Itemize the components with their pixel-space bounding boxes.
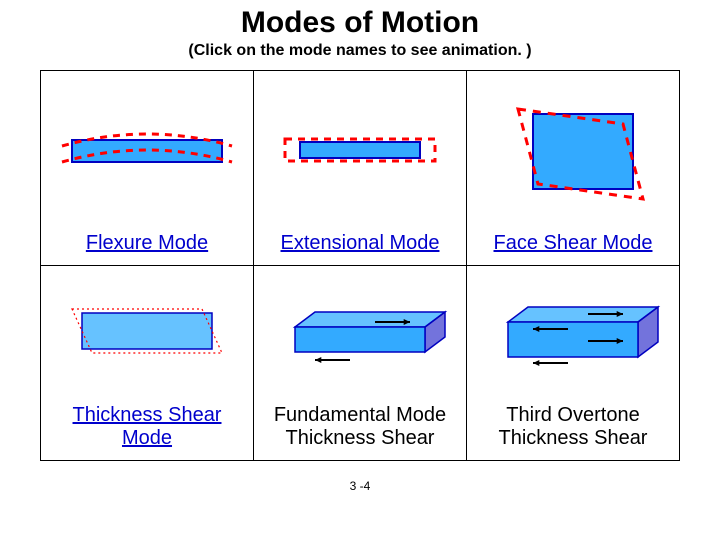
modes-grid: Flexure Mode Extensional Mode Face Shear… xyxy=(40,70,680,461)
diagram-face-shear xyxy=(467,71,679,226)
diagram-flexure xyxy=(41,71,253,226)
mode-label-fundamental: Fundamental ModeThickness Shear xyxy=(254,398,466,460)
diagram-extensional xyxy=(254,71,466,226)
mode-link-face-shear[interactable]: Face Shear Mode xyxy=(467,226,679,265)
diagram-third-overtone xyxy=(467,266,679,398)
mode-link-extensional[interactable]: Extensional Mode xyxy=(254,226,466,265)
diagram-thickness-shear xyxy=(41,266,253,398)
mode-link-thickness-shear[interactable]: Thickness ShearMode xyxy=(41,398,253,460)
mode-link-flexure[interactable]: Flexure Mode xyxy=(41,226,253,265)
diagram-fundamental-ts xyxy=(254,266,466,398)
page-number: 3 -4 xyxy=(0,479,720,493)
page-subtitle: (Click on the mode names to see animatio… xyxy=(0,42,720,60)
mode-label-third-overtone: Third OvertoneThickness Shear xyxy=(467,398,679,460)
page-title: Modes of Motion xyxy=(0,6,720,40)
